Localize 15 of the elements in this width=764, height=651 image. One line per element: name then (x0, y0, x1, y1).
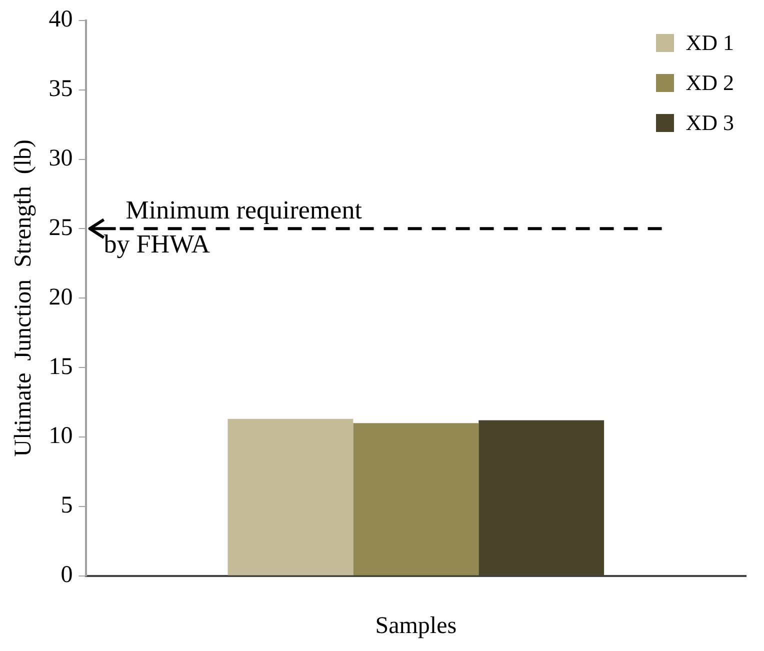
y-tick-label: 0 (60, 562, 73, 588)
legend-label: XD 2 (686, 70, 734, 96)
y-tick-label: 20 (48, 284, 73, 310)
y-axis-title: Ultimate Junction Strength (lb) (10, 139, 37, 457)
y-tick-label: 30 (48, 146, 73, 172)
y-tick-label: 10 (48, 423, 73, 450)
legend-label: XD 3 (686, 110, 734, 136)
y-tick-label: 5 (60, 492, 73, 519)
y-tick-label: 25 (48, 214, 73, 241)
ref-line-label: Minimum requirement by FHWA (104, 196, 363, 259)
x-axis-title: Samples (375, 612, 457, 639)
y-tick-label: 40 (48, 6, 73, 33)
y-tick-label: 35 (48, 76, 73, 102)
y-tick-label: 15 (48, 354, 73, 380)
legend-label: XD 1 (686, 30, 734, 56)
